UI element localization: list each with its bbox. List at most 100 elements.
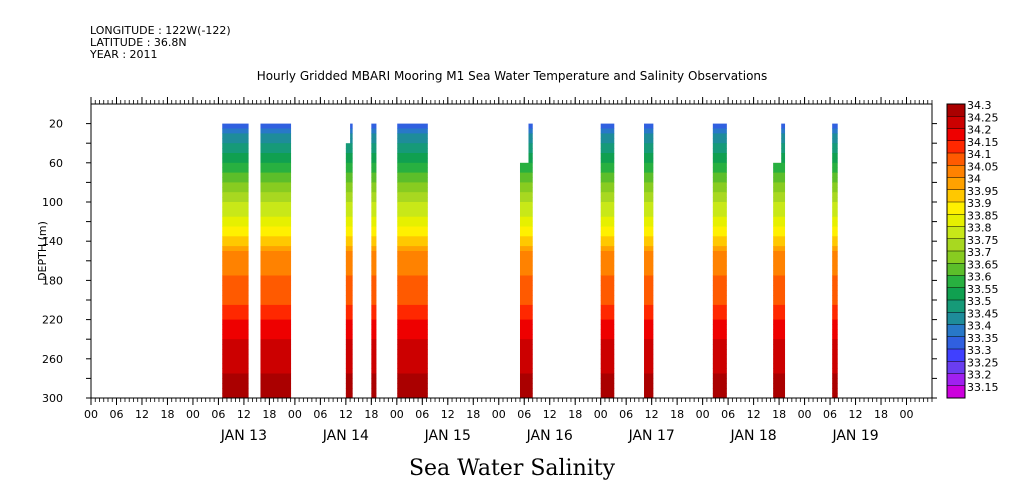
salinity-cell (260, 319, 292, 325)
x-hour-label: 00 (84, 408, 98, 421)
salinity-cell (781, 157, 786, 164)
salinity-cell (712, 368, 727, 374)
salinity-cell (371, 231, 377, 237)
salinity-cell (644, 251, 654, 257)
salinity-cell (222, 251, 249, 257)
salinity-cell (345, 383, 353, 389)
salinity-cell (600, 285, 615, 291)
legend-label: 33.9 (967, 197, 992, 210)
salinity-cell (519, 363, 533, 369)
salinity-cell (397, 290, 428, 296)
salinity-cell (773, 280, 786, 286)
salinity-cell (600, 260, 615, 267)
legend-label: 33.35 (967, 332, 999, 345)
salinity-cell (773, 187, 786, 193)
salinity-cell (519, 231, 533, 237)
salinity-cell (773, 388, 786, 394)
salinity-cell (773, 393, 786, 399)
salinity-cell (371, 285, 377, 291)
salinity-cell (260, 344, 292, 350)
legend-label: 33.7 (967, 246, 992, 259)
salinity-cell (222, 353, 249, 360)
salinity-cell (371, 349, 377, 355)
salinity-cell (397, 143, 428, 149)
salinity-cell (397, 226, 428, 232)
salinity-cell (644, 236, 654, 242)
salinity-cell (260, 153, 292, 159)
salinity-cell (832, 128, 838, 134)
salinity-cell (832, 304, 838, 311)
salinity-cell (222, 275, 249, 281)
data-segment (260, 123, 292, 399)
salinity-cell (773, 304, 786, 311)
salinity-cell (371, 202, 377, 208)
salinity-cell (832, 265, 838, 271)
salinity-cell (644, 192, 654, 198)
salinity-cell (712, 236, 727, 242)
salinity-cell (644, 211, 654, 218)
salinity-cell (519, 172, 533, 178)
salinity-cell (222, 285, 249, 291)
salinity-cell (712, 128, 727, 134)
salinity-cell (600, 300, 615, 306)
salinity-cell (260, 143, 292, 149)
salinity-cell (832, 143, 838, 149)
salinity-cell (397, 319, 428, 325)
salinity-cell (345, 373, 353, 379)
salinity-cell (528, 133, 533, 139)
legend-label: 34 (967, 173, 981, 186)
salinity-cell (600, 123, 615, 129)
salinity-cell (712, 353, 727, 360)
salinity-cell (519, 192, 533, 198)
salinity-cell (222, 300, 249, 306)
data-segment (600, 123, 615, 399)
salinity-cell (222, 349, 249, 355)
salinity-cell (397, 211, 428, 218)
salinity-cell (644, 290, 654, 296)
salinity-cell (832, 255, 838, 262)
legend-swatch (947, 385, 965, 399)
salinity-cell (345, 143, 353, 149)
salinity-cell (222, 339, 249, 345)
salinity-cell (600, 373, 615, 379)
salinity-cell (371, 221, 377, 227)
salinity-cell (781, 128, 786, 134)
salinity-cell (222, 202, 249, 208)
y-tick-label: 100 (42, 196, 63, 209)
legend-swatch (947, 300, 965, 313)
salinity-cell (832, 383, 838, 389)
salinity-cell (712, 388, 727, 394)
salinity-cell (371, 236, 377, 242)
salinity-cell (600, 358, 615, 365)
salinity-cell (371, 251, 377, 257)
legend-swatch (947, 104, 965, 117)
salinity-cell (345, 309, 353, 316)
salinity-cell (371, 368, 377, 374)
salinity-cell (832, 373, 838, 379)
salinity-cell (371, 280, 377, 286)
salinity-cell (712, 290, 727, 296)
salinity-cell (832, 300, 838, 306)
salinity-cell (519, 206, 533, 213)
salinity-cell (712, 329, 727, 335)
x-hour-label: 06 (313, 408, 327, 421)
salinity-cell (644, 255, 654, 262)
salinity-cell (345, 260, 353, 267)
salinity-cell (222, 128, 249, 134)
salinity-cell (371, 211, 377, 218)
data-segment (345, 123, 353, 399)
salinity-cell (260, 314, 292, 320)
salinity-cell (222, 329, 249, 335)
salinity-cell (371, 265, 377, 271)
salinity-cell (222, 324, 249, 330)
x-hour-label: 18 (160, 408, 174, 421)
salinity-cell (712, 270, 727, 276)
salinity-cell (519, 236, 533, 242)
salinity-cell (345, 304, 353, 311)
salinity-cell (260, 162, 292, 169)
legend-label: 33.85 (967, 209, 999, 222)
salinity-cell (832, 221, 838, 227)
salinity-cell (345, 182, 353, 188)
salinity-cell (832, 231, 838, 237)
salinity-cell (397, 255, 428, 262)
